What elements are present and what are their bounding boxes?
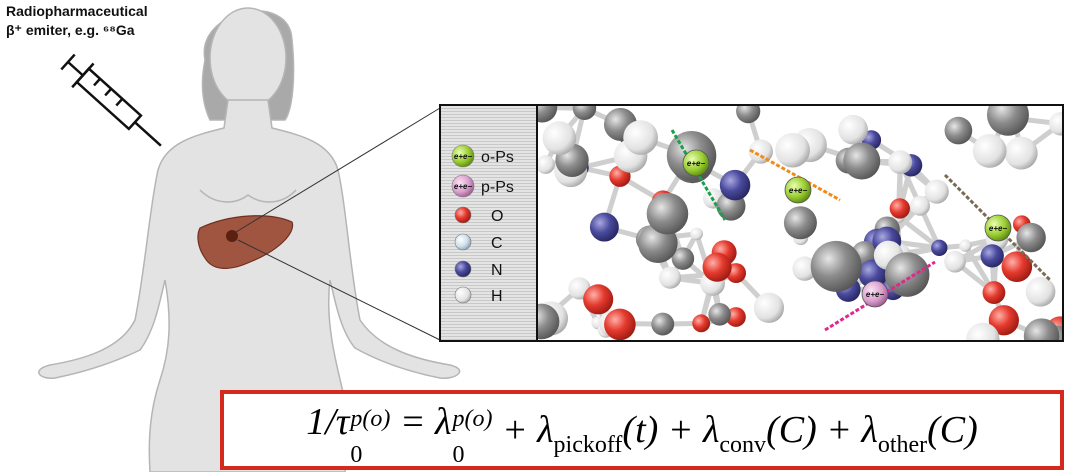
legend-background [441, 106, 537, 340]
positronium-label: e+e− [789, 186, 808, 195]
positronium-label: e+e− [866, 290, 885, 299]
atom [536, 155, 555, 174]
head [210, 8, 286, 108]
atom [703, 253, 732, 282]
atom [708, 303, 731, 326]
syringe [57, 50, 171, 157]
atom [925, 179, 949, 203]
atom [690, 228, 703, 241]
atom [888, 150, 912, 174]
atom [843, 143, 880, 180]
formula-scripts: p(o)0 [452, 422, 492, 466]
atom [983, 281, 1006, 304]
atom [651, 313, 674, 336]
atom [987, 94, 1029, 136]
formula-subscript: pickoff [554, 432, 623, 459]
formula-base: + λ [817, 408, 878, 452]
caption-title: Radiopharmaceutical [6, 3, 148, 19]
atom [945, 117, 973, 145]
legend-label: N [491, 262, 503, 279]
atom [838, 115, 868, 145]
formula-superscript: p(o) [350, 408, 390, 430]
atom [1016, 223, 1045, 252]
formula-term: + λpickoff(t) [492, 408, 658, 452]
atom [931, 240, 947, 256]
legend-label: C [491, 235, 503, 252]
atom [959, 239, 971, 251]
atom [1049, 112, 1073, 136]
formula-argument: (t) [622, 408, 658, 452]
atom [1005, 137, 1038, 170]
formula-scripts: p(o)0 [350, 422, 390, 466]
atom [692, 314, 710, 332]
formula-subscript: 0 [452, 444, 492, 466]
legend-symbol [455, 234, 471, 250]
atom [885, 252, 930, 297]
atom [583, 284, 613, 314]
legend-symbol-label: e+e− [454, 182, 473, 191]
formula-base: = λ [390, 400, 451, 444]
atom [720, 170, 751, 201]
atom [754, 293, 784, 323]
formula-argument: (C) [766, 408, 817, 452]
formula-subscript: other [878, 432, 927, 459]
atom [811, 241, 862, 292]
atom [590, 213, 619, 242]
positronium-label: e+e− [989, 224, 1008, 233]
formula-argument: (C) [927, 408, 978, 452]
atom [623, 120, 658, 155]
positronium-label: e+e− [687, 159, 706, 168]
atom [910, 196, 930, 216]
formula-base: 1/τ [306, 400, 349, 444]
formula-superscript: p(o) [452, 408, 492, 430]
atom [573, 97, 596, 120]
figure: e+e− e+e− e+e− e+e− e+e− o-Ps e+e− p-Ps OCNH Ra… [0, 0, 1075, 472]
atom [966, 323, 999, 356]
atom [973, 134, 1007, 168]
legend-symbol [455, 207, 471, 223]
legend-symbol-label: e+e− [454, 152, 473, 161]
legend-label: o-Ps [481, 149, 514, 166]
atom [604, 309, 636, 341]
atom [1026, 277, 1056, 307]
atom [981, 244, 1004, 267]
legend-symbol [455, 287, 471, 303]
caption-emitter: β⁺ emiter, e.g. ⁶⁸Ga [6, 22, 135, 39]
formula-base: + λ [492, 408, 553, 452]
formula-subscript: 0 [350, 444, 390, 466]
atom [944, 251, 966, 273]
legend-label: O [491, 208, 503, 225]
atom [890, 198, 910, 218]
legend-label: p-Ps [481, 179, 514, 196]
legend-label: H [491, 288, 503, 305]
atom [775, 133, 810, 168]
legend-symbol [455, 261, 471, 277]
atom [659, 267, 681, 289]
atom [784, 206, 817, 239]
atom [1024, 318, 1060, 354]
atom [647, 193, 689, 235]
atom [543, 121, 577, 155]
formula-base: + λ [658, 408, 719, 452]
atom [736, 99, 760, 123]
formula-subscript: conv [719, 432, 766, 459]
